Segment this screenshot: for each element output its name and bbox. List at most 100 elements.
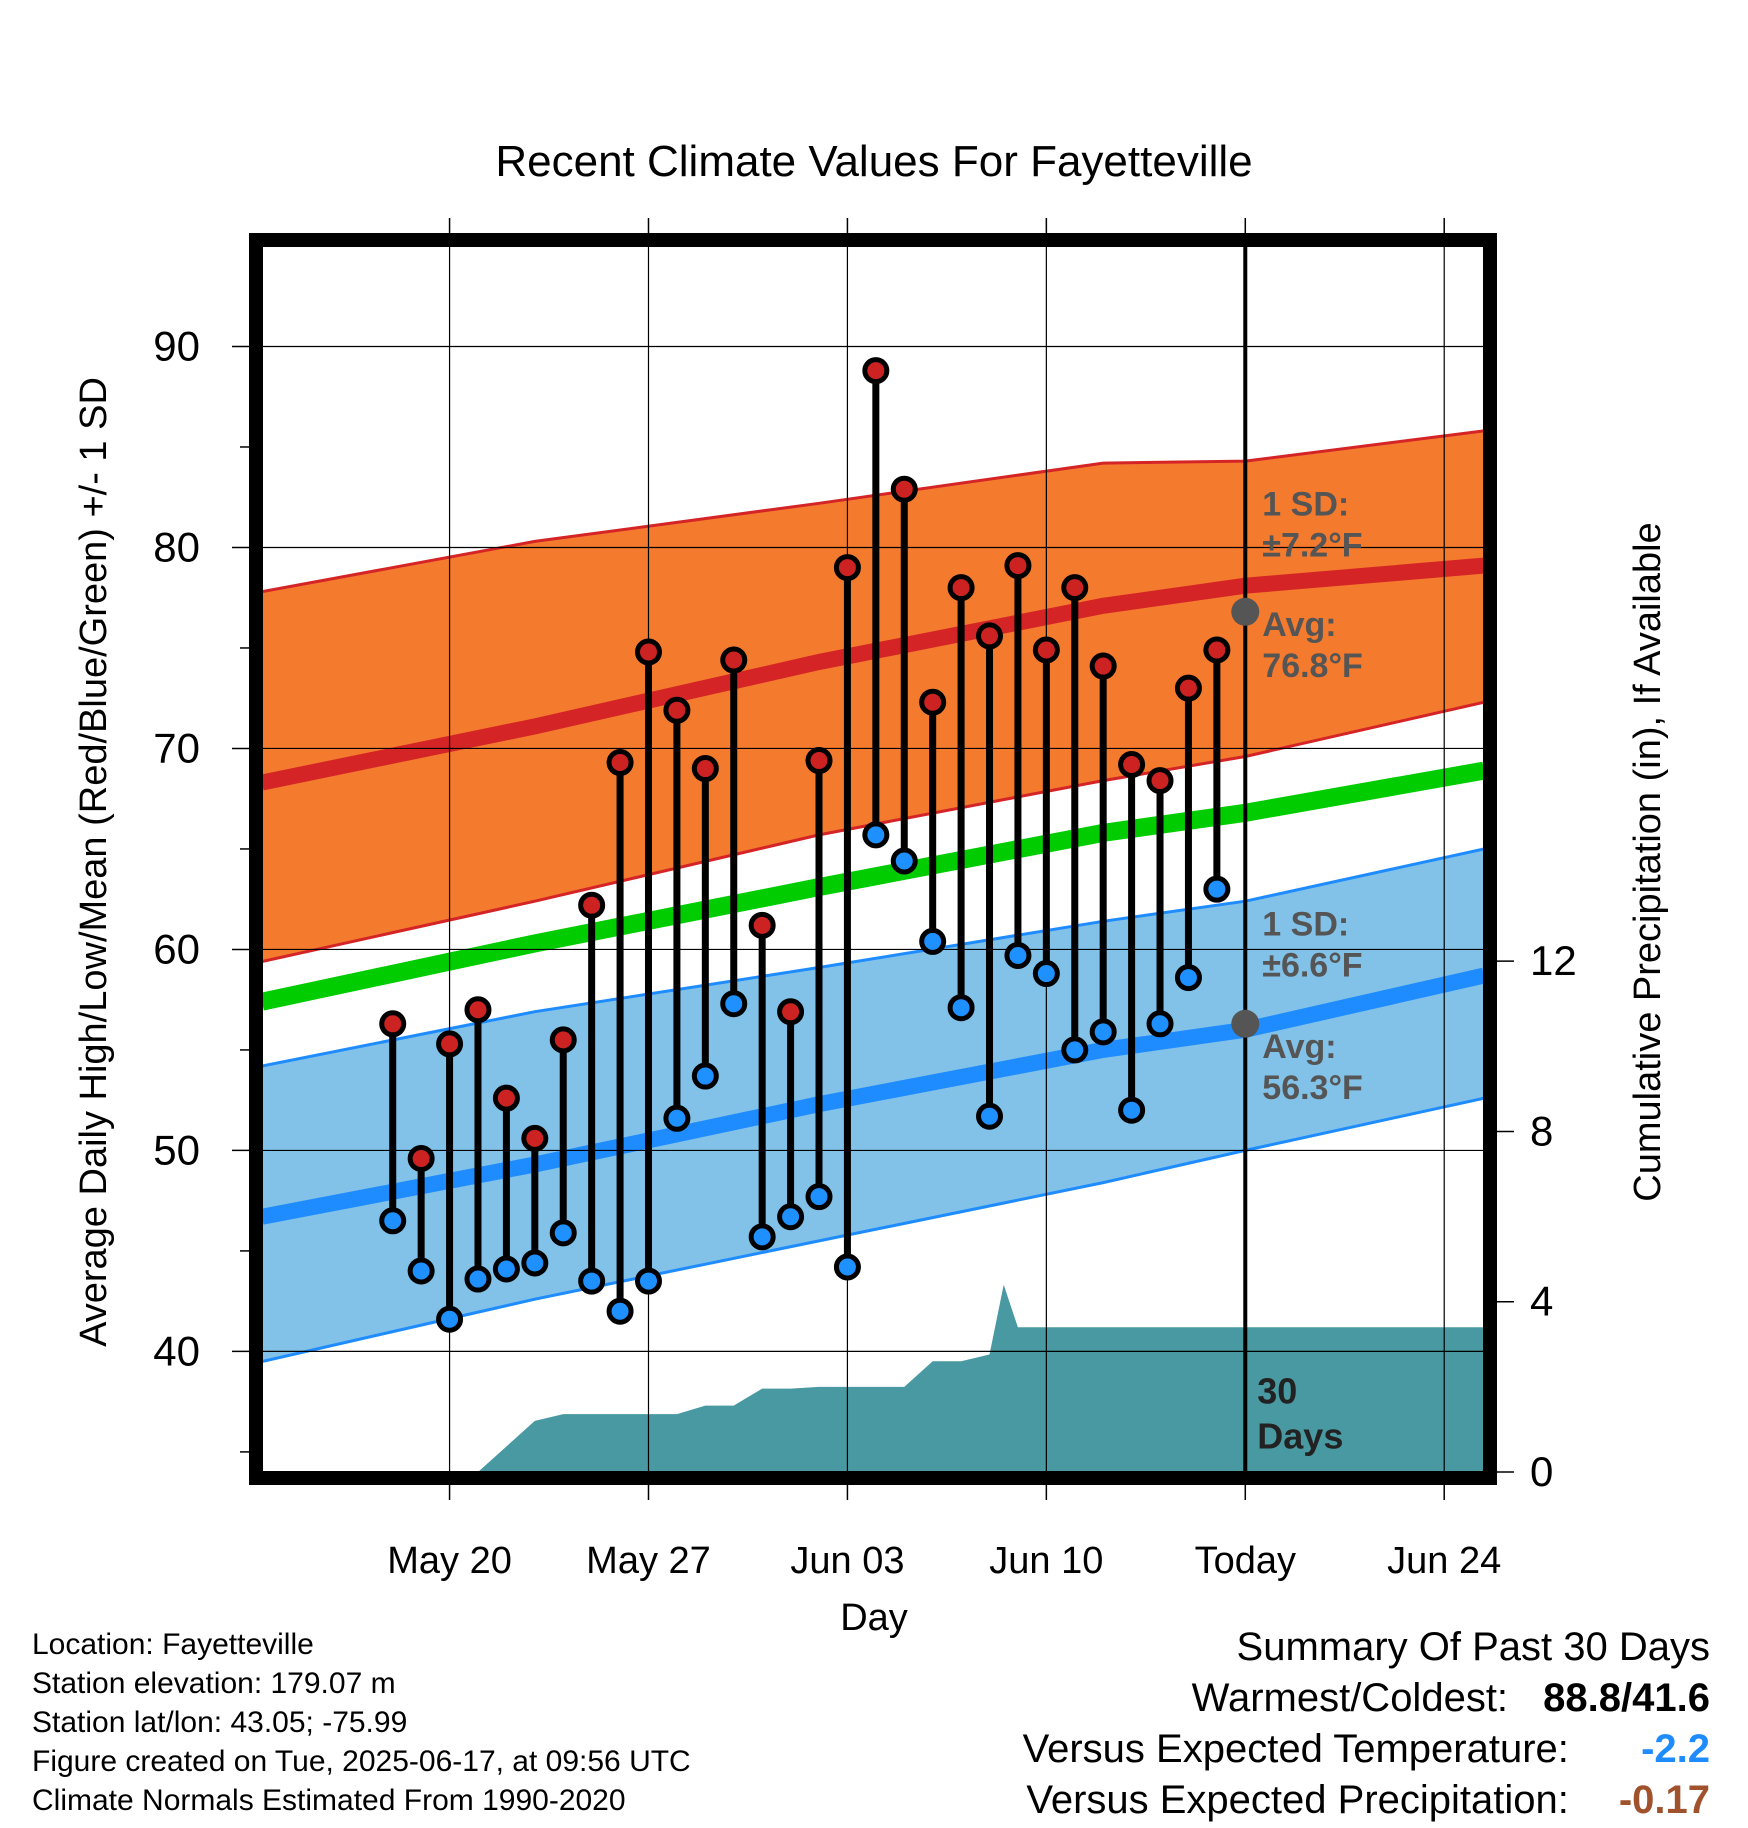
info-latlon: Station lat/lon: 43.05; -75.99 — [32, 1706, 408, 1739]
daily-low-point — [748, 1223, 776, 1251]
daily-high-point — [1203, 636, 1231, 664]
window-label: 30 Days — [1257, 1371, 1343, 1457]
daily-high-point — [1118, 751, 1146, 779]
normal-low-line — [262, 967, 1484, 1225]
low-avg-annotation-line: Avg: — [1262, 1028, 1336, 1066]
info-normals: Climate Normals Estimated From 1990-2020 — [32, 1784, 626, 1817]
chart-title: Recent Climate Values For Fayetteville — [495, 137, 1252, 186]
x-tick-label: May 20 — [387, 1540, 512, 1582]
daily-high-point — [578, 891, 606, 919]
y-tick-label-left: 80 — [153, 523, 200, 570]
daily-high-point — [1146, 767, 1174, 795]
low-sd-annotation: 1 SD: ±6.6°F — [1262, 905, 1362, 984]
info-elevation: Station elevation: 179.07 m — [32, 1667, 396, 1700]
window-label-line: Days — [1257, 1416, 1343, 1457]
y-tick-label-right: 12 — [1530, 937, 1577, 984]
daily-low-point — [1203, 875, 1231, 903]
summary-temp-row: Versus Expected Temperature: -2.2 — [1023, 1724, 1710, 1775]
y-tick-label-left: 70 — [153, 724, 200, 771]
daily-low-point — [1089, 1018, 1117, 1046]
daily-low-point — [833, 1253, 861, 1281]
daily-low-point — [379, 1207, 407, 1235]
daily-low-point — [691, 1062, 719, 1090]
x-tick-label: Jun 03 — [790, 1540, 904, 1582]
daily-high-point — [1032, 636, 1060, 664]
daily-low-point — [1032, 960, 1060, 988]
daily-low-point — [1061, 1036, 1089, 1064]
high-sd-annotation: 1 SD: ±7.2°F — [1262, 485, 1362, 564]
x-tick-label: Today — [1195, 1540, 1296, 1582]
high-avg-annotation-line: Avg: — [1262, 606, 1336, 644]
daily-high-point — [521, 1124, 549, 1152]
summary-precip-row: Versus Expected Precipitation: -0.17 — [1023, 1775, 1710, 1826]
x-tick-label: Jun 10 — [989, 1540, 1103, 1582]
summary-temp-value: -2.2 — [1641, 1727, 1710, 1771]
y-tick-label-right: 4 — [1530, 1278, 1553, 1325]
daily-low-point — [976, 1102, 1004, 1130]
y-axis-label-left: Average Daily High/Low/Mean (Red/Blue/Gr… — [73, 377, 115, 1347]
window-label-line: 30 — [1257, 1371, 1297, 1412]
daily-high-point — [777, 998, 805, 1026]
daily-low-point — [805, 1183, 833, 1211]
daily-low-point — [947, 994, 975, 1022]
y-tick-label-right: 8 — [1530, 1107, 1553, 1154]
high-sd-annotation-line: 1 SD: — [1262, 485, 1349, 523]
daily-low-point — [606, 1297, 634, 1325]
low-sd-annotation-line: 1 SD: — [1262, 905, 1349, 943]
daily-high-point — [634, 638, 662, 666]
precip-area — [421, 1284, 1484, 1472]
daily-low-point — [464, 1265, 492, 1293]
daily-high-point — [947, 574, 975, 602]
daily-high-point — [1004, 552, 1032, 580]
daily-high-point — [890, 475, 918, 503]
daily-high-point — [549, 1026, 577, 1054]
daily-low-point — [578, 1267, 606, 1295]
summary-precip-value: -0.17 — [1618, 1778, 1710, 1822]
info-created: Figure created on Tue, 2025-06-17, at 09… — [32, 1745, 691, 1778]
daily-low-point — [1004, 941, 1032, 969]
plot-frame — [249, 233, 1497, 1485]
daily-low-point — [549, 1219, 577, 1247]
summary-warmest-label: Warmest/Coldest: — [1191, 1676, 1509, 1720]
daily-low-point — [1146, 1010, 1174, 1038]
daily-high-point — [805, 747, 833, 775]
low-sd-lower-line — [262, 1096, 1484, 1363]
daily-high-point — [436, 1030, 464, 1058]
y-tick-label-left: 60 — [153, 925, 200, 972]
daily-low-point — [436, 1305, 464, 1333]
summary-panel: Summary Of Past 30 Days Warmest/Coldest:… — [1023, 1622, 1710, 1826]
daily-high-point — [1089, 652, 1117, 680]
daily-low-point — [1118, 1096, 1146, 1124]
y-tick-label-left: 40 — [153, 1327, 200, 1374]
daily-high-point — [464, 996, 492, 1024]
daily-low-point — [862, 821, 890, 849]
high-avg-annotation: Avg: 76.8°F — [1262, 606, 1363, 685]
daily-high-point — [691, 755, 719, 783]
daily-high-point — [833, 554, 861, 582]
daily-low-point — [634, 1267, 662, 1295]
high-avg-annotation-line: 76.8°F — [1262, 647, 1363, 685]
x-tick-label: Jun 24 — [1387, 1540, 1501, 1582]
info-location: Location: Fayetteville — [32, 1628, 314, 1661]
y-tick-label-left: 50 — [153, 1126, 200, 1173]
daily-low-point — [407, 1257, 435, 1285]
daily-low-point — [777, 1203, 805, 1231]
x-tick-label: May 27 — [586, 1540, 711, 1582]
daily-low-point — [663, 1104, 691, 1132]
y-axis-label-right: Cumulative Precipitation (in), If Availa… — [1627, 522, 1669, 1201]
low-sd-annotation-line: ±6.6°F — [1262, 946, 1362, 984]
low-avg-annotation-line: 56.3°F — [1262, 1069, 1363, 1107]
daily-high-point — [919, 688, 947, 716]
summary-warmest-value: 88.8/41.6 — [1543, 1676, 1710, 1720]
today-low-avg-marker — [1231, 1009, 1260, 1038]
daily-high-point — [862, 357, 890, 385]
y-tick-label-right: 0 — [1530, 1448, 1553, 1495]
high-sd-annotation-line: ±7.2°F — [1262, 526, 1362, 564]
today-high-avg-marker — [1231, 597, 1260, 626]
daily-high-point — [492, 1084, 520, 1112]
daily-low-point — [720, 990, 748, 1018]
daily-low-point — [919, 927, 947, 955]
summary-precip-label: Versus Expected Precipitation: — [1026, 1778, 1569, 1822]
